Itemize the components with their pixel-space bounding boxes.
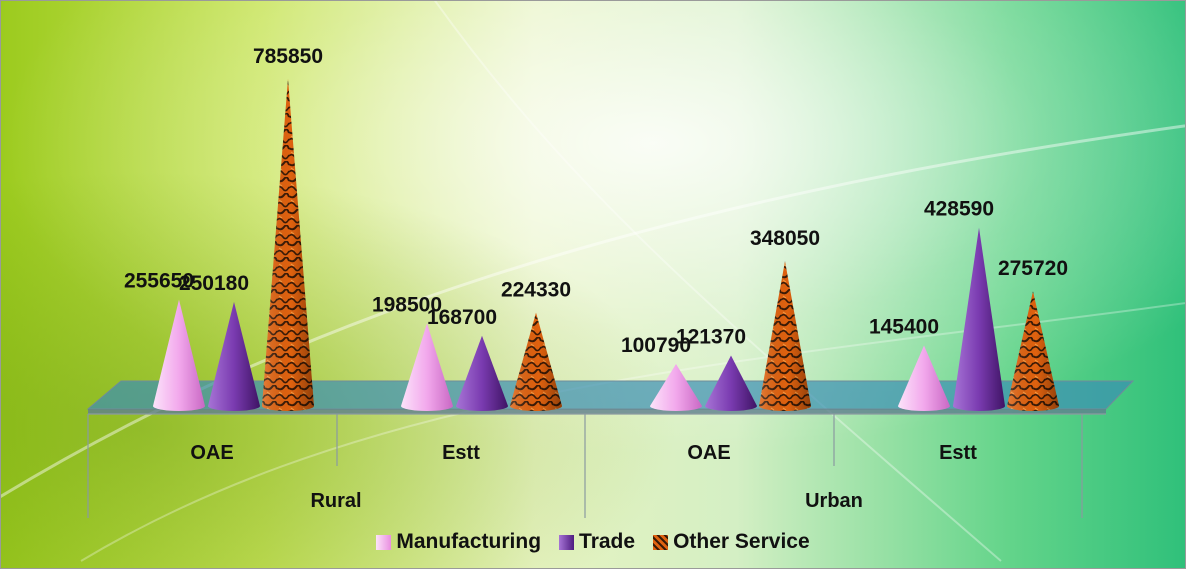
cone-trade-3 bbox=[705, 355, 757, 411]
cone-manufacturing-2 bbox=[401, 323, 453, 411]
legend-label-manufacturing: Manufacturing bbox=[396, 530, 542, 553]
cone-other-service-2 bbox=[510, 312, 562, 411]
cone-manufacturing-4 bbox=[898, 345, 950, 411]
data-label-manufacturing-3: 100790 bbox=[621, 334, 691, 357]
legend-item-other-service: Other Service bbox=[653, 530, 810, 554]
category-label-layer: OAE Estt Rural OAE Estt Urban bbox=[190, 442, 977, 512]
cone-manufacturing-1 bbox=[153, 299, 205, 411]
legend-item-trade: Trade bbox=[559, 530, 635, 554]
legend-item-manufacturing: Manufacturing bbox=[376, 530, 541, 554]
data-label-other-service-2: 224330 bbox=[501, 279, 571, 302]
category-label-rural-estt: Estt bbox=[442, 442, 480, 464]
legend-swatch-manufacturing bbox=[376, 534, 392, 550]
legend-label-other-service: Other Service bbox=[673, 530, 810, 553]
data-label-trade-4: 428590 bbox=[924, 198, 994, 221]
category-label-urban-oae: OAE bbox=[687, 442, 730, 464]
data-label-manufacturing-2: 198500 bbox=[372, 293, 442, 316]
category-axis bbox=[87, 413, 1106, 518]
cone-manufacturing-3 bbox=[650, 364, 702, 411]
cone-other-service-1 bbox=[262, 78, 314, 411]
legend-swatch-other-service bbox=[653, 534, 669, 550]
category-label-urban-estt: Estt bbox=[939, 442, 977, 464]
data-label-other-service-1: 785850 bbox=[253, 45, 323, 68]
data-label-other-service-3: 348050 bbox=[750, 227, 820, 250]
legend: Manufacturing Trade Other Service bbox=[1, 528, 1185, 556]
cone-trade-1 bbox=[208, 301, 260, 411]
category-label-rural-oae: OAE bbox=[190, 442, 233, 464]
legend-swatch-trade bbox=[559, 534, 575, 550]
cone-other-service-3 bbox=[759, 261, 811, 411]
plot-floor bbox=[86, 380, 1135, 414]
data-label-manufacturing-4: 145400 bbox=[869, 315, 939, 338]
data-label-trade-2: 168700 bbox=[427, 306, 497, 329]
data-label-manufacturing-1: 255650 bbox=[124, 270, 194, 293]
series-layer bbox=[153, 78, 1059, 411]
legend-label-trade: Trade bbox=[579, 530, 636, 553]
data-label-trade-3: 121370 bbox=[676, 325, 746, 348]
data-label-trade-1: 250180 bbox=[179, 272, 249, 295]
cone-other-service-4 bbox=[1007, 291, 1059, 411]
data-label-other-service-4: 275720 bbox=[998, 257, 1068, 280]
group-label-urban: Urban bbox=[805, 490, 863, 512]
cone-trade-2 bbox=[456, 335, 508, 411]
cone-trade-4 bbox=[953, 227, 1005, 411]
group-label-rural: Rural bbox=[310, 490, 361, 512]
